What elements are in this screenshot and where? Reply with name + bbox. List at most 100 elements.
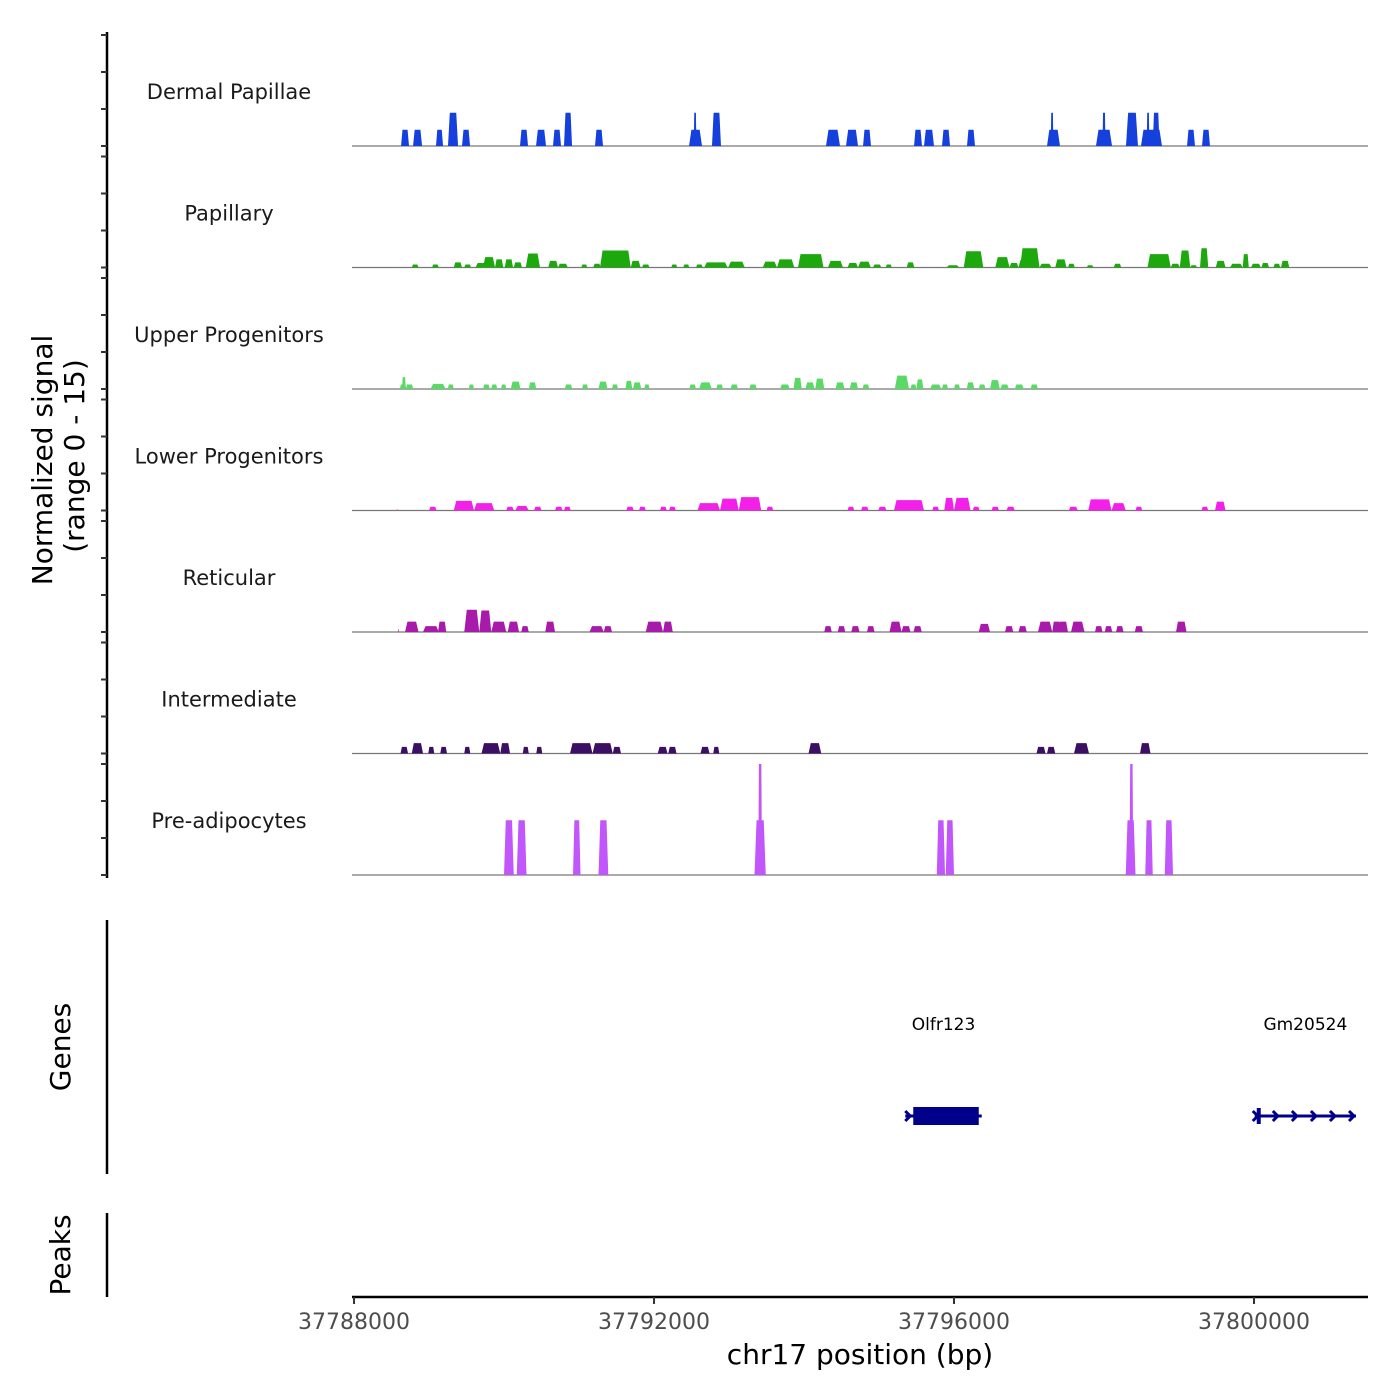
- signal-peak: [808, 743, 822, 754]
- signal-peak: [942, 384, 949, 389]
- signal-peak: [593, 263, 601, 268]
- signal-peak: [612, 746, 622, 754]
- signal-peak: [435, 129, 444, 146]
- track-label: Upper Progenitors: [134, 323, 324, 347]
- signal-peak: [481, 743, 501, 754]
- signal-peak: [858, 261, 871, 268]
- signal-peak: [862, 384, 870, 389]
- signal-peak: [1095, 626, 1103, 632]
- signal-peak: [552, 129, 562, 146]
- signal-peak: [942, 129, 951, 146]
- signal-peak: [1030, 384, 1039, 389]
- signal-peak: [1116, 626, 1124, 632]
- signal-peak: [400, 746, 409, 754]
- signal-peak: [1009, 263, 1019, 268]
- signal-peak: [528, 382, 537, 389]
- signal-peak: [1215, 260, 1226, 268]
- signal-peak: [847, 263, 859, 268]
- signal-peak: [749, 384, 757, 389]
- signal-peak: [1071, 621, 1085, 632]
- signal-peak: [474, 503, 495, 511]
- gene-gm20524: Gm20524: [1251, 1015, 1357, 1124]
- signal-peak: [491, 384, 498, 389]
- signal-peak: [504, 259, 514, 268]
- signal-peak: [700, 746, 710, 754]
- y-axis-title-line1: Normalized signal: [26, 335, 59, 586]
- signal-peak: [1134, 626, 1144, 632]
- signal-peak: [630, 260, 641, 268]
- signal-peak: [519, 129, 529, 146]
- track-reticular: Reticular: [183, 566, 1368, 633]
- signal-peak: [411, 264, 419, 268]
- signal-peak: [978, 623, 991, 632]
- signal-peak: [1050, 112, 1054, 146]
- signal-peak: [500, 743, 511, 754]
- signal-peak: [867, 626, 875, 632]
- signal-peak: [954, 497, 971, 511]
- signal-peak: [978, 384, 986, 389]
- signal-peak: [699, 382, 712, 389]
- strand-arrow: [904, 1109, 913, 1123]
- signal-peak: [1047, 746, 1056, 754]
- signal-peak: [1005, 626, 1014, 632]
- x-tick-label: 37788000: [298, 1310, 410, 1335]
- track-label: Reticular: [183, 566, 276, 590]
- signal-peak: [990, 380, 1000, 389]
- signal-peak: [564, 384, 573, 389]
- signal-peak: [828, 260, 844, 268]
- signal-peak: [693, 112, 697, 146]
- strand-arrow: [1271, 1109, 1280, 1123]
- signal-peak: [946, 265, 960, 268]
- genes-track-label: Genes: [44, 1003, 77, 1091]
- signal-peak: [851, 626, 860, 632]
- signal-peak: [581, 264, 588, 268]
- signal-peak: [453, 500, 475, 511]
- signal-peak: [483, 257, 496, 268]
- signal-peak: [1074, 743, 1090, 754]
- signal-peak: [910, 384, 917, 389]
- strand-arrow: [1328, 1109, 1338, 1123]
- signal-peak: [555, 506, 563, 511]
- signal-peak: [954, 384, 961, 389]
- track-intermediate: Intermediate: [161, 688, 1368, 755]
- x-tick-label: 37796000: [898, 1310, 1010, 1335]
- signal-peak: [405, 621, 419, 632]
- signal-peak: [777, 259, 795, 268]
- signal-peak: [1102, 112, 1106, 146]
- signal-peak: [507, 621, 520, 632]
- signal-peak: [582, 384, 589, 389]
- signal-peak: [548, 260, 559, 268]
- signal-peak: [889, 621, 902, 632]
- signal-peak: [1146, 112, 1150, 146]
- signal-peak: [1055, 259, 1067, 268]
- signal-peak: [462, 129, 471, 146]
- signal-peak: [835, 382, 845, 389]
- signal-peak: [885, 264, 892, 268]
- signal-peak: [1111, 503, 1126, 511]
- signal-peak: [689, 384, 697, 389]
- signal-peak: [515, 506, 529, 511]
- signal-peak: [766, 506, 774, 511]
- signal-peak: [525, 253, 541, 268]
- signal-peak: [1140, 743, 1151, 754]
- signal-peak: [846, 129, 859, 146]
- signal-peak: [644, 384, 650, 389]
- signal-peak: [1038, 621, 1053, 632]
- gene-label: Gm20524: [1263, 1015, 1347, 1035]
- signal-peak: [683, 264, 690, 268]
- signal-peak: [625, 380, 633, 389]
- signal-peak: [1251, 263, 1261, 268]
- signal-peak: [1068, 263, 1075, 268]
- signal-peak: [495, 259, 504, 268]
- signal-peak: [991, 506, 1000, 511]
- signal-peak: [1261, 263, 1270, 268]
- strand-arrow: [1309, 1109, 1319, 1123]
- signal-peak: [966, 129, 976, 146]
- signal-peak: [924, 129, 934, 146]
- signal-peak: [398, 629, 400, 632]
- signal-peak: [1125, 112, 1138, 146]
- signal-peak: [598, 381, 608, 389]
- signal-peak: [598, 820, 609, 875]
- track-papillary: Papillary: [184, 202, 1368, 269]
- signal-peak: [1187, 129, 1195, 146]
